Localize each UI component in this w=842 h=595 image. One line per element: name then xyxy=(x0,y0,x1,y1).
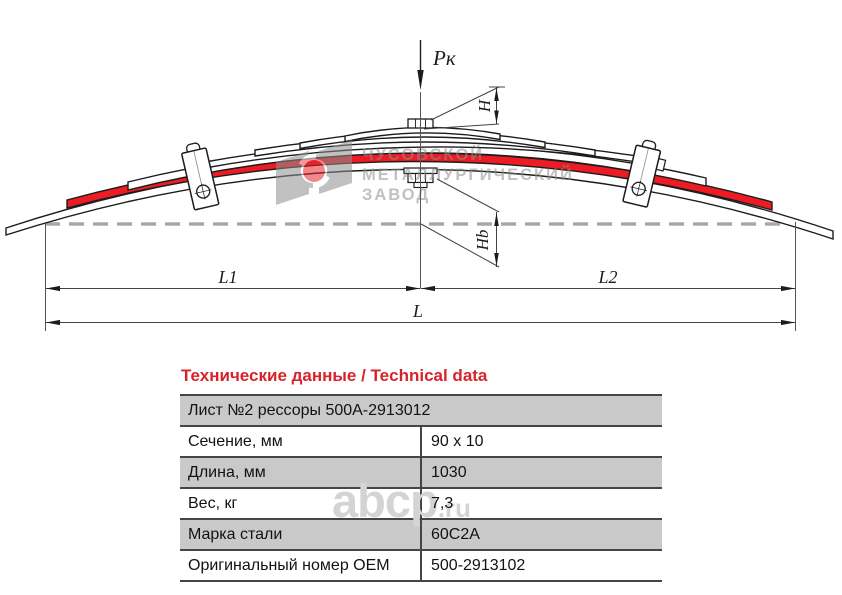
table-row: Оригинальный номер OEM 500-2913102 xyxy=(180,549,662,580)
technical-data-block: Технические данные / Technical data Лист… xyxy=(180,366,662,582)
factory-watermark-line2: МЕТАЛЛУРГИЧЕСКИЙ xyxy=(362,165,574,184)
table-row: Марка стали 60С2А xyxy=(180,518,662,549)
table-row: Сечение, мм 90 x 10 xyxy=(180,425,662,456)
table-row-part-header: Лист №2 рессоры 500А-2913012 xyxy=(180,394,662,425)
factory-watermark-line3: ЗАВОД xyxy=(362,186,430,204)
row-label: Сечение, мм xyxy=(188,432,283,450)
dim-l1-label: L1 xyxy=(217,267,237,287)
factory-logo-red-ball xyxy=(303,160,325,182)
force-arrow: Pк xyxy=(417,40,456,90)
dimension-L1: L1 xyxy=(46,267,420,292)
row-value: 1030 xyxy=(431,463,467,481)
dimension-L2: L2 xyxy=(421,267,795,292)
part-header-text: Лист №2 рессоры 500А-2913012 xyxy=(188,401,431,419)
row-label: Марка стали xyxy=(188,525,283,543)
leaf-7 xyxy=(344,126,501,143)
row-value: 7,3 xyxy=(431,494,454,512)
row-label: Длина, мм xyxy=(188,463,266,481)
dimension-H: H xyxy=(423,86,505,130)
dimension-L: L xyxy=(46,301,795,326)
left-clamp xyxy=(181,142,220,211)
row-label: Оригинальный номер OEM xyxy=(188,556,390,574)
dim-l2-label: L2 xyxy=(597,267,617,287)
technical-data-table: Лист №2 рессоры 500А-2913012 Сечение, мм… xyxy=(180,394,662,582)
right-clamp xyxy=(622,139,667,208)
row-label: Вес, кг xyxy=(188,494,238,512)
row-value: 60С2А xyxy=(431,525,480,543)
table-row: Длина, мм 1030 xyxy=(180,456,662,487)
dim-hb-label: Hb xyxy=(473,230,492,252)
dimension-Hb: Hb xyxy=(420,178,500,268)
row-value: 90 x 10 xyxy=(431,432,484,450)
table-row: Вес, кг 7,3 xyxy=(180,487,662,518)
leaf-spring-diagram: ЧУСОВСКОЙ МЕТАЛЛУРГИЧЕСКИЙ ЗАВОД Pк H xyxy=(5,40,834,331)
force-label: Pк xyxy=(432,46,456,70)
row-value: 500-2913102 xyxy=(431,556,526,574)
factory-watermark: ЧУСОВСКОЙ МЕТАЛЛУРГИЧЕСКИЙ ЗАВОД xyxy=(276,140,574,205)
table-title: Технические данные / Technical data xyxy=(181,366,488,385)
dim-h-label: H xyxy=(475,98,494,113)
factory-watermark-line1: ЧУСОВСКОЙ xyxy=(362,145,484,164)
dim-l-label: L xyxy=(412,301,423,321)
